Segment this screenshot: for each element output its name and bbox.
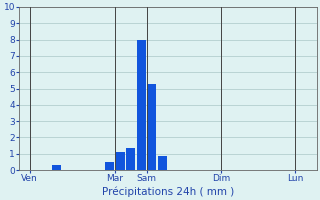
Bar: [105, 162, 114, 170]
Bar: [52, 165, 61, 170]
Bar: [158, 156, 167, 170]
Bar: [137, 40, 146, 170]
Bar: [116, 152, 124, 170]
Bar: [126, 148, 135, 170]
X-axis label: Précipitations 24h ( mm ): Précipitations 24h ( mm ): [102, 186, 234, 197]
Bar: [148, 84, 156, 170]
